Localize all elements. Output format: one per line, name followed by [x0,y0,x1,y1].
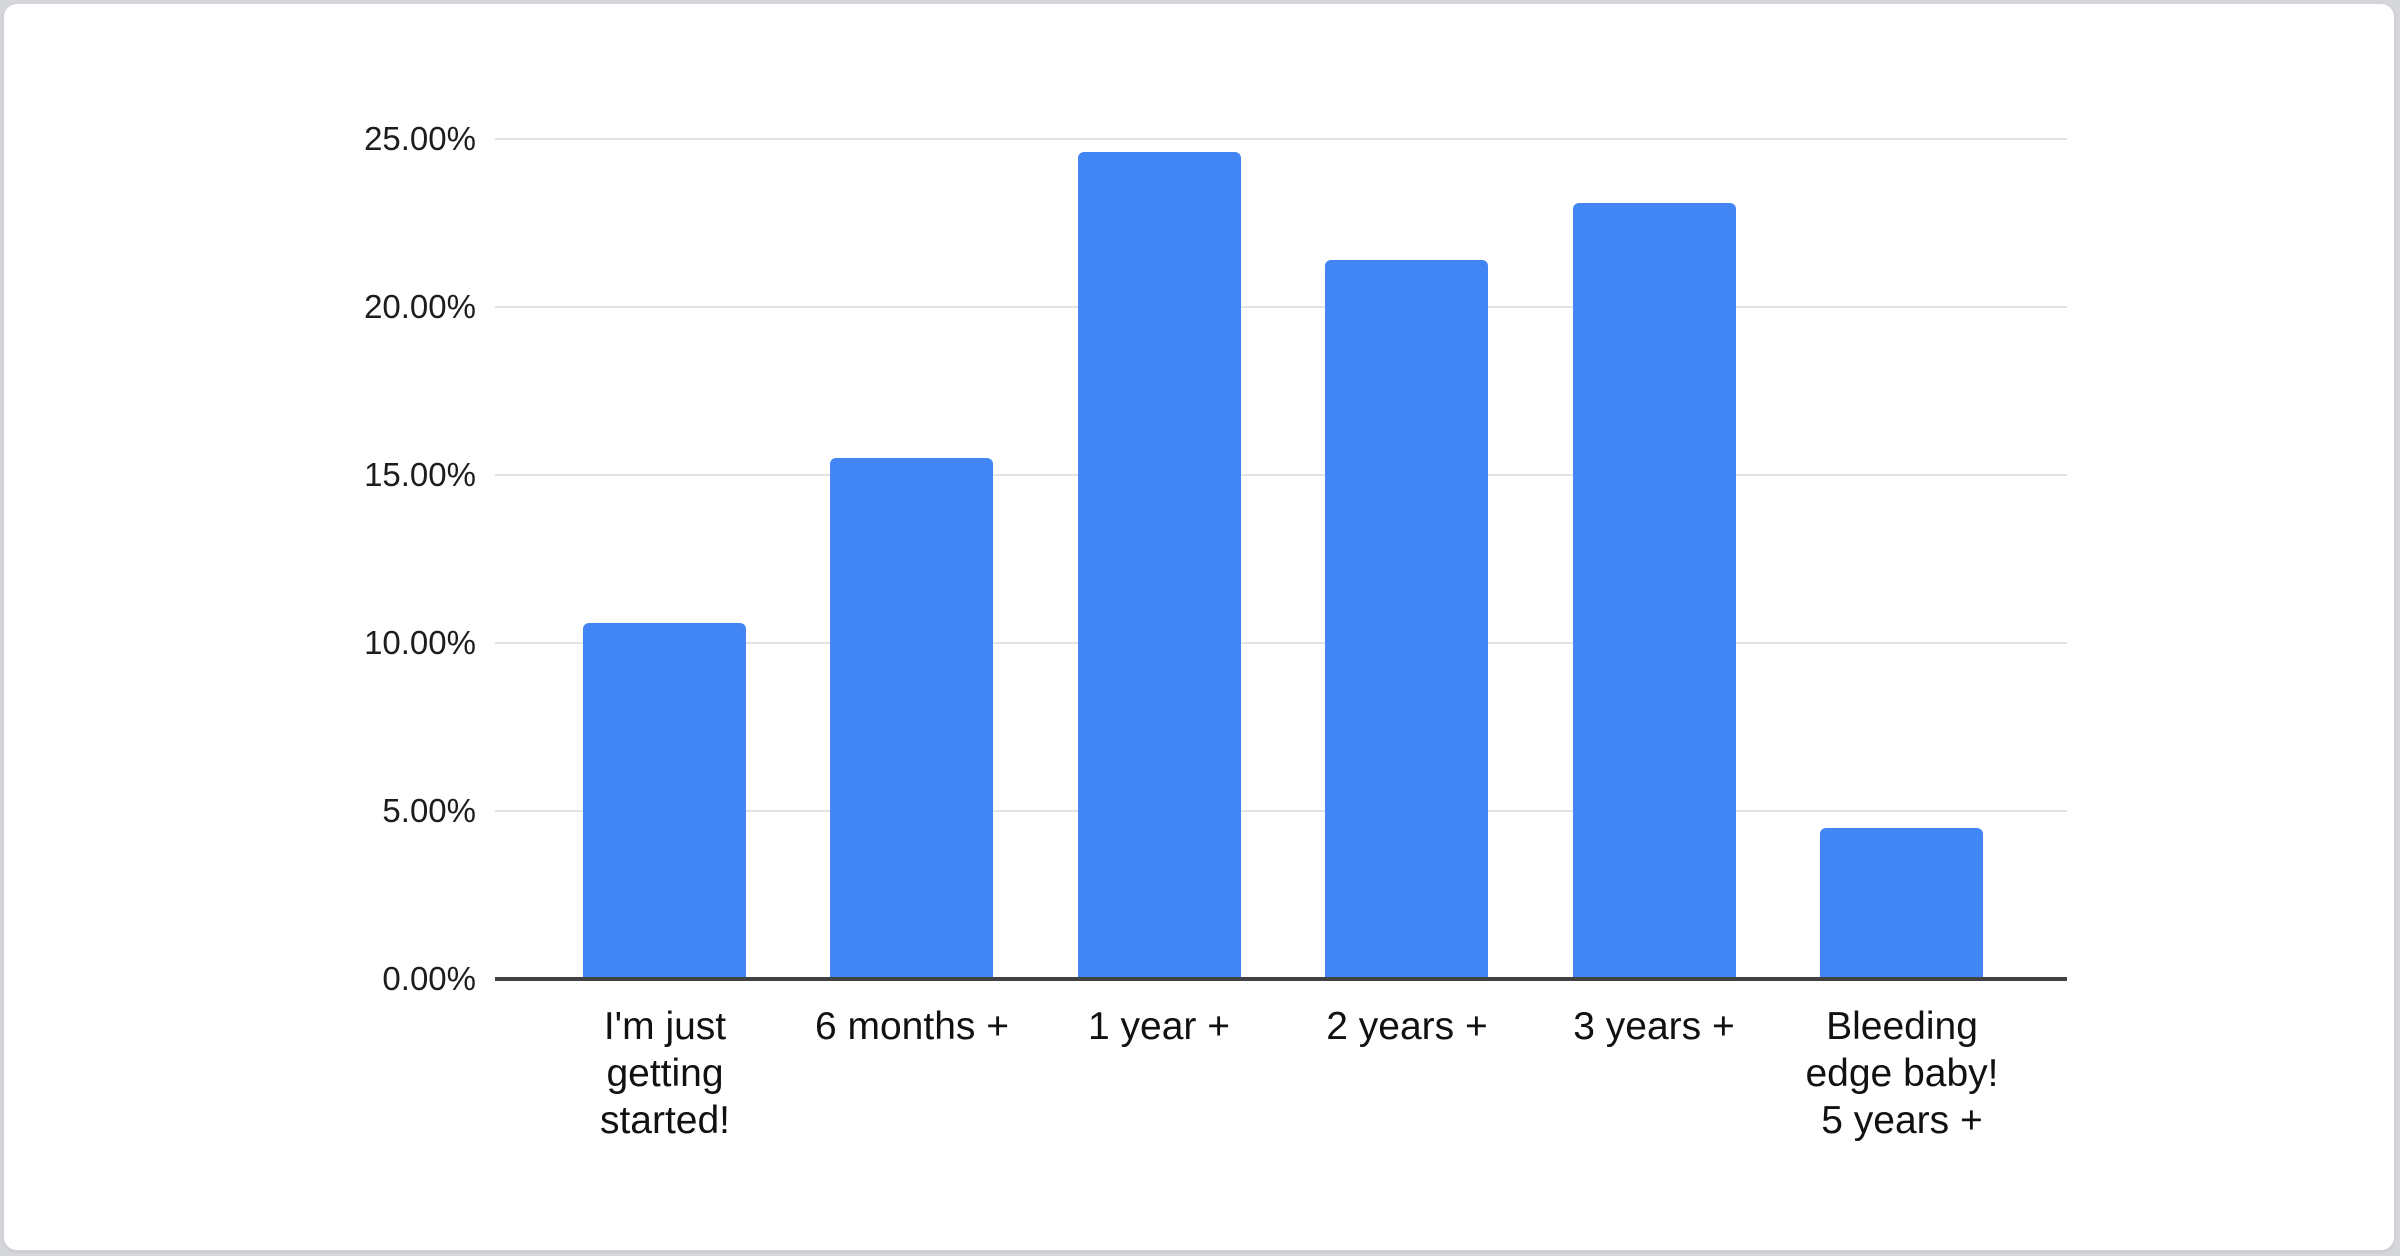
x-axis-category-label: 3 years + [1573,1005,1735,1048]
bar[interactable] [830,458,993,979]
y-axis-tick-label: 25.00% [364,120,476,157]
x-axis-line [495,977,2067,981]
x-axis-category-label: I'm just getting started! [599,1005,731,1142]
gridline [495,810,2067,812]
x-axis-category-label: 2 years + [1326,1005,1488,1048]
y-axis-tick-label: 0.00% [382,960,476,997]
gridline [495,474,2067,476]
bar[interactable] [1325,259,1488,979]
y-axis-tick-label: 15.00% [364,456,476,493]
y-axis-tick-label: 5.00% [382,792,476,829]
gridline [495,306,2067,308]
gridline [495,138,2067,140]
y-axis-tick-label: 10.00% [364,624,476,661]
x-axis-category-label: Bleeding edge baby! 5 years + [1805,1005,1999,1142]
bar[interactable] [1820,827,1983,979]
bar[interactable] [1078,152,1241,979]
x-axis-category-label: 6 months + [814,1005,1010,1048]
gridline [495,642,2067,644]
bar[interactable] [583,622,746,979]
x-axis-category-label: 1 year + [1087,1005,1230,1048]
y-axis-tick-label: 20.00% [364,288,476,325]
bar[interactable] [1573,202,1736,979]
